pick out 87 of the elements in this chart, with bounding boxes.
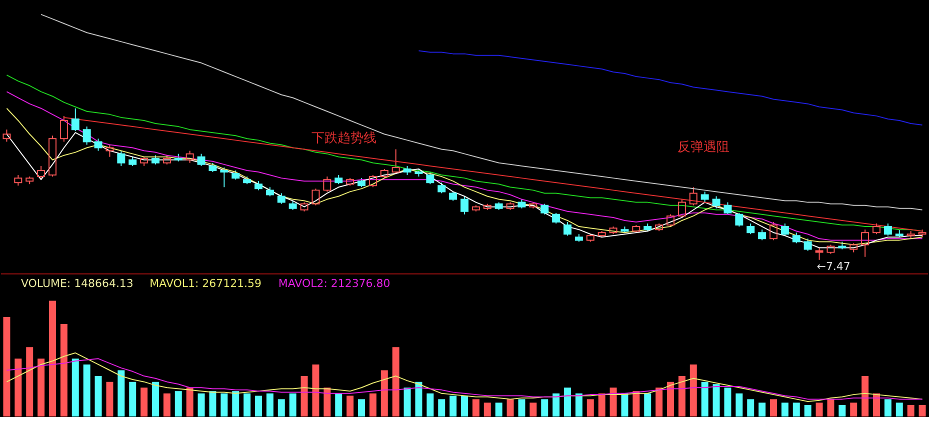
bar <box>747 399 754 417</box>
bar <box>586 399 594 417</box>
bar <box>163 393 170 417</box>
bar <box>346 396 354 417</box>
bar <box>552 393 560 417</box>
bar <box>415 382 422 417</box>
bar <box>392 347 400 417</box>
bar <box>690 364 697 417</box>
bar <box>404 388 411 417</box>
bar <box>152 382 159 417</box>
bar <box>324 388 331 417</box>
bar <box>656 388 663 417</box>
bar <box>450 396 457 417</box>
bar <box>610 388 617 417</box>
bar <box>506 399 514 417</box>
bar <box>358 399 365 417</box>
bar <box>792 402 800 417</box>
bar <box>369 393 376 417</box>
bar <box>232 391 240 417</box>
bar <box>804 404 812 417</box>
text: MAVOL1: 267121.59 <box>150 276 262 290</box>
bar <box>26 347 34 417</box>
bar <box>472 399 480 417</box>
bar <box>541 399 548 417</box>
bar <box>598 393 606 417</box>
bar <box>564 388 571 417</box>
bar <box>174 391 182 417</box>
bar <box>83 364 90 417</box>
bar <box>781 402 788 417</box>
bar <box>873 393 880 417</box>
bar <box>461 396 468 417</box>
bar <box>209 391 216 417</box>
bar <box>438 399 446 417</box>
bar <box>94 376 102 417</box>
bar <box>907 404 914 417</box>
bar <box>701 382 708 417</box>
bar <box>736 393 743 417</box>
bar <box>72 358 79 417</box>
bar <box>632 391 640 417</box>
bar <box>621 393 628 417</box>
bar <box>918 404 926 417</box>
bar <box>60 324 68 417</box>
bar <box>518 399 526 417</box>
text: MAVOL2: 212376.80 <box>278 276 390 290</box>
bar <box>255 396 262 417</box>
bar <box>678 376 686 417</box>
annotation: 反弹遇阻 <box>678 140 730 156</box>
bar <box>896 402 903 417</box>
bar <box>118 370 125 417</box>
bar <box>244 393 251 417</box>
bar <box>278 399 285 417</box>
bar <box>667 382 674 417</box>
bar <box>850 402 858 417</box>
bar <box>220 393 228 417</box>
bar <box>106 382 114 417</box>
bar <box>712 384 720 417</box>
bar <box>495 402 502 417</box>
bar <box>380 370 388 417</box>
bar <box>838 404 846 417</box>
bar <box>724 388 732 417</box>
text: VOLUME: 148664.13 <box>20 276 134 290</box>
bar <box>484 402 491 417</box>
bar <box>312 364 320 417</box>
bar <box>884 399 892 417</box>
bar <box>770 399 777 417</box>
bar <box>3 317 10 417</box>
bar <box>816 402 823 417</box>
bar <box>38 358 45 417</box>
bar <box>335 393 342 417</box>
bar <box>198 393 205 417</box>
annotation: ←7.47 <box>816 260 850 273</box>
bar <box>14 358 22 417</box>
bar <box>426 393 434 417</box>
bar <box>300 376 308 417</box>
annotation: 下跌趋势线 <box>312 131 377 146</box>
bar <box>827 399 834 417</box>
bar <box>266 393 274 417</box>
bar <box>862 376 869 417</box>
bar <box>644 393 652 417</box>
bar <box>140 388 148 417</box>
bar <box>289 393 296 417</box>
bar <box>186 388 194 417</box>
bar <box>530 402 537 417</box>
bar <box>575 393 582 417</box>
bar <box>129 382 136 417</box>
bar <box>758 402 766 417</box>
bar <box>49 300 56 417</box>
